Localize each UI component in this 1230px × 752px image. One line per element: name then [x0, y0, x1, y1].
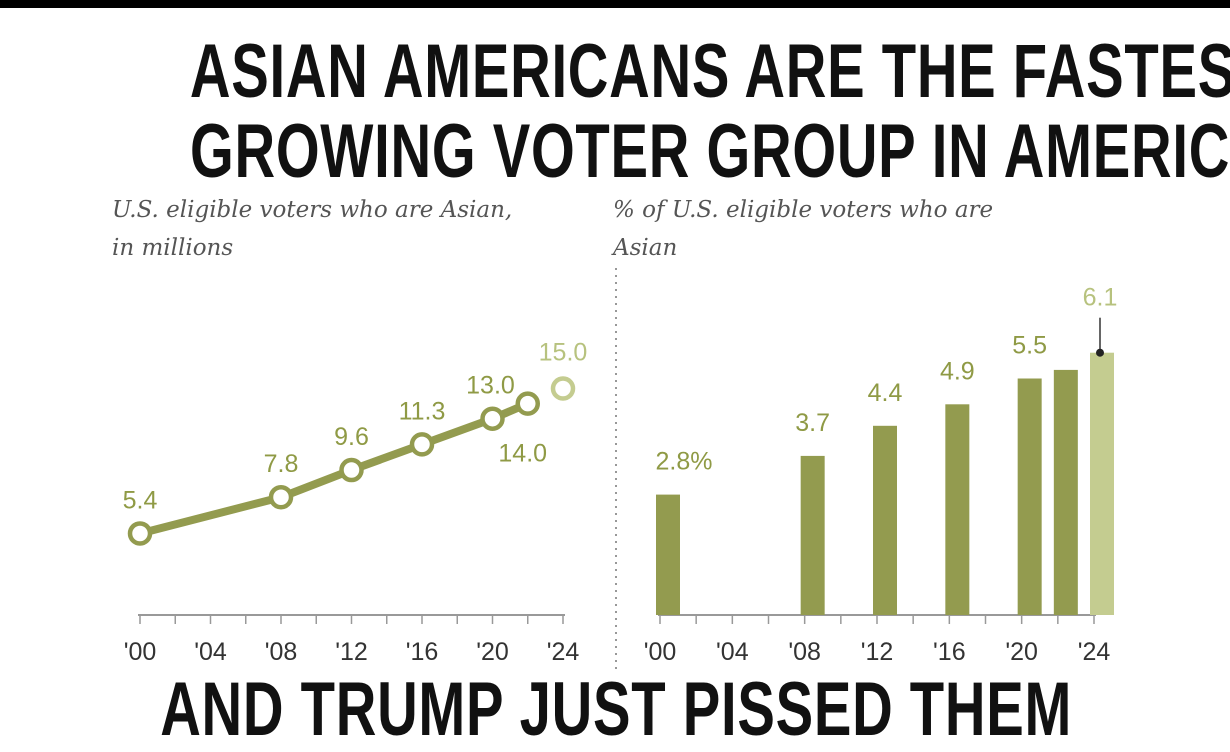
data-point — [480, 406, 505, 431]
x-tick-label: '08 — [788, 638, 821, 666]
data-label: 11.3 — [399, 397, 446, 425]
headline-line-1: ASIAN AMERICANS ARE THE FASTEST — [0, 34, 1230, 110]
x-tick-label: '24 — [1078, 638, 1111, 666]
data-point — [339, 457, 364, 483]
data-label: 4.9 — [940, 357, 975, 385]
data-point — [409, 432, 435, 457]
data-label: 5.5 — [1012, 332, 1047, 360]
data-label: 9.6 — [334, 423, 369, 451]
right-subtitle-line-1: % of U.S. eligible voters who are — [613, 197, 994, 223]
right-subtitle-line-2: Asian — [613, 235, 678, 261]
data-label: 7.8 — [264, 450, 299, 478]
left-subtitle-line-1: U.S. eligible voters who are Asian, — [112, 197, 513, 223]
chart-canvas: '00 '04 '08 '12 '16 '20 '24 5.4 7.8 9.6 11.3 13.0 14… — [123, 268, 1118, 670]
bar — [656, 494, 680, 615]
headline-text-1: ASIAN AMERICANS ARE THE FASTEST — [189, 29, 1230, 114]
x-tick-label: '12 — [335, 638, 368, 666]
data-point — [127, 521, 153, 546]
bar — [945, 404, 970, 615]
left-subtitle-line-2: in millions — [112, 235, 234, 261]
data-label: 14.0 — [498, 440, 547, 468]
headline-line-2: GROWING VOTER GROUP IN AMERICA — [0, 114, 1230, 190]
bar — [873, 425, 897, 615]
projected-bar — [1090, 352, 1114, 615]
x-tick-label: '16 — [406, 638, 439, 666]
right-subtitle: % of U.S. eligible voters who are Asian — [613, 191, 993, 267]
x-tick-label: '12 — [861, 638, 894, 666]
bar — [1017, 378, 1042, 615]
projected-point — [550, 376, 576, 401]
x-tick-label: '00 — [124, 638, 157, 666]
bar — [1053, 369, 1078, 615]
x-tick-label: '04 — [716, 638, 749, 666]
x-tick-label: '00 — [644, 638, 677, 666]
data-label: 4.4 — [868, 379, 903, 407]
x-tick-label: '04 — [194, 638, 227, 666]
x-tick-label: '20 — [1005, 638, 1038, 666]
data-label: 3.7 — [795, 409, 830, 437]
data-point — [515, 391, 540, 416]
x-tick-label: '16 — [933, 638, 966, 666]
data-label: 2.8% — [656, 448, 713, 476]
data-label: 13.0 — [466, 372, 515, 400]
x-tick-label: '20 — [476, 638, 509, 666]
x-tick-label: '24 — [547, 638, 580, 666]
headline-text-2: GROWING VOTER GROUP IN AMERICA — [189, 109, 1230, 194]
data-label: 15.0 — [539, 339, 588, 367]
top-border — [0, 0, 1230, 8]
data-point — [268, 484, 294, 510]
left-subtitle: U.S. eligible voters who are Asian, in m… — [112, 191, 512, 267]
x-tick-label: '08 — [265, 638, 298, 666]
data-label: 6.1 — [1083, 284, 1118, 312]
data-label: 5.4 — [123, 486, 158, 514]
leader-dot — [1096, 348, 1104, 357]
bar — [800, 455, 825, 615]
